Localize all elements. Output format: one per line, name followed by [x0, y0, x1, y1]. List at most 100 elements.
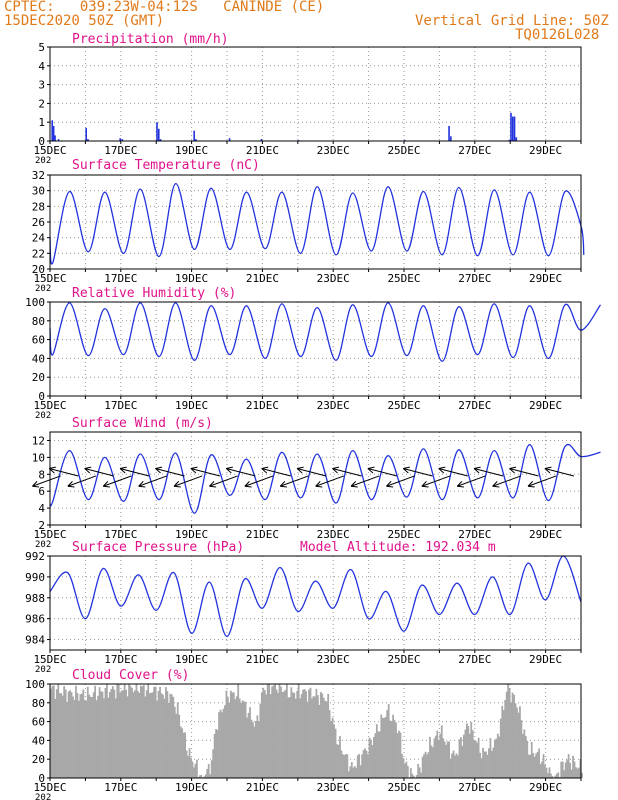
x-tick-label: 29DEC: [529, 528, 562, 541]
cloud-cover-bar: [67, 691, 70, 778]
cloud-cover-bar: [262, 687, 265, 778]
cloud-cover-bar: [83, 700, 86, 778]
cloud-cover-bar: [381, 717, 384, 778]
cloud-cover-bar: [470, 721, 473, 778]
cloud-cover-bar: [181, 728, 184, 778]
cloud-cover-bar: [440, 725, 443, 778]
cloud-cover-bar: [166, 691, 169, 778]
cloud-cover-bar: [69, 690, 71, 778]
cloud-cover-bar: [294, 698, 297, 778]
wind-arrow-head: [102, 481, 110, 488]
cloud-cover-bar: [548, 767, 551, 778]
x-tick-label: 27DEC: [458, 272, 491, 285]
y-tick-label: 32: [32, 169, 45, 182]
precipitation-bar: [157, 128, 160, 141]
cloud-cover-bar: [429, 736, 431, 778]
y-tick-label: 984: [25, 634, 45, 647]
y-tick-label: 3: [38, 79, 45, 92]
y-tick-label: 2: [38, 97, 45, 110]
cloud-cover-bar: [92, 692, 95, 778]
y-tick-label: 24: [32, 232, 46, 245]
cloud-cover-bar: [367, 754, 369, 778]
cloud-cover-bar: [370, 739, 372, 778]
cloud-cover-bar: [576, 768, 579, 778]
wind-arrow-head: [279, 481, 287, 488]
y-tick-label: 990: [25, 571, 45, 584]
x-tick-label: 25DEC: [387, 272, 420, 285]
cloud-cover-bar: [82, 689, 85, 778]
cloud-cover-bar: [465, 723, 468, 778]
cloud-cover-bar: [538, 748, 540, 778]
cloud-cover-bar: [70, 692, 73, 778]
cloud-cover-bar: [480, 758, 483, 778]
wind-arrow-head: [456, 481, 464, 488]
wind-arrow: [49, 468, 79, 477]
cloud-cover-bar: [178, 714, 181, 778]
cloud-cover-bar: [513, 694, 515, 778]
panel-title: Relative Humidity (%): [72, 286, 236, 301]
model-altitude-label: Model Altitude: 192.034 m: [300, 540, 496, 555]
y-tick-label: 22: [32, 247, 45, 260]
y-tick-label: 40: [32, 734, 45, 747]
x-tick-label: 21DEC: [246, 781, 279, 794]
wind-arrow: [509, 468, 539, 477]
cloud-cover-bar: [349, 766, 352, 778]
cloud-cover-bar: [377, 731, 380, 778]
cloud-cover-bar: [128, 684, 130, 778]
cloud-cover-bar: [476, 742, 479, 778]
cloud-cover-bar: [132, 692, 135, 778]
precipitation-bar: [87, 139, 89, 141]
header-code: TQ0126L028: [515, 27, 600, 43]
y-tick-label: 4: [38, 502, 45, 515]
cloud-cover-bar: [191, 761, 194, 778]
cloud-cover-bar: [88, 694, 91, 778]
cloud-cover-bar: [265, 694, 268, 778]
cloud-cover-bar: [432, 747, 434, 778]
cloud-cover-bar: [409, 768, 412, 778]
cloud-cover-bar: [454, 755, 456, 778]
cloud-cover-bar: [389, 720, 392, 778]
cloud-cover-bar: [144, 696, 147, 778]
cloud-cover-bar: [393, 719, 396, 778]
cloud-cover-bar: [60, 693, 63, 778]
cloud-cover-bar: [373, 736, 375, 778]
cloud-cover-bar: [64, 689, 67, 778]
cloud-cover-bar: [110, 688, 113, 778]
cloud-cover-bar: [324, 700, 327, 778]
cloud-cover-bar: [437, 740, 440, 778]
cloud-cover-bar: [345, 754, 347, 778]
cloud-cover-bar: [399, 732, 402, 778]
cloud-cover-bar: [457, 755, 459, 778]
precipitation-bars: [51, 112, 518, 141]
wind-arrow: [438, 468, 468, 477]
cloud-cover-bar: [141, 686, 144, 778]
x-tick-label: 23DEC: [317, 528, 350, 541]
cloud-cover-bar: [79, 694, 82, 778]
cloud-cover-bar: [212, 749, 215, 778]
precipitation-bar: [54, 135, 56, 141]
cloud-cover-bar: [581, 772, 583, 778]
cloud-cover-bar: [502, 710, 505, 778]
cloud-cover-bar: [106, 684, 108, 778]
cloud-cover-bar: [526, 740, 529, 778]
cloud-cover-bar: [342, 754, 344, 778]
panel-frame: [49, 301, 582, 397]
x-year-label: 202: [35, 793, 51, 800]
wind-arrow-head: [438, 466, 446, 474]
cloud-cover-bar: [52, 685, 55, 778]
y-tick-label: 4: [38, 60, 45, 73]
cloud-cover-bar: [225, 690, 228, 778]
cloud-cover-bar: [449, 758, 452, 778]
x-tick-label: 19DEC: [175, 653, 208, 666]
y-tick-label: 8: [38, 468, 45, 481]
cloud-cover-bar: [446, 741, 449, 778]
cloud-cover-bar: [467, 726, 470, 778]
cloud-cover-bar: [184, 732, 186, 778]
cloud-cover-bar: [418, 767, 421, 778]
cloud-cover-bar: [474, 740, 477, 778]
cloud-cover-bar: [290, 687, 293, 778]
cloud-cover-bar: [286, 684, 288, 778]
cloud-cover-bar: [153, 686, 156, 778]
cloud-cover-bar: [395, 722, 397, 778]
